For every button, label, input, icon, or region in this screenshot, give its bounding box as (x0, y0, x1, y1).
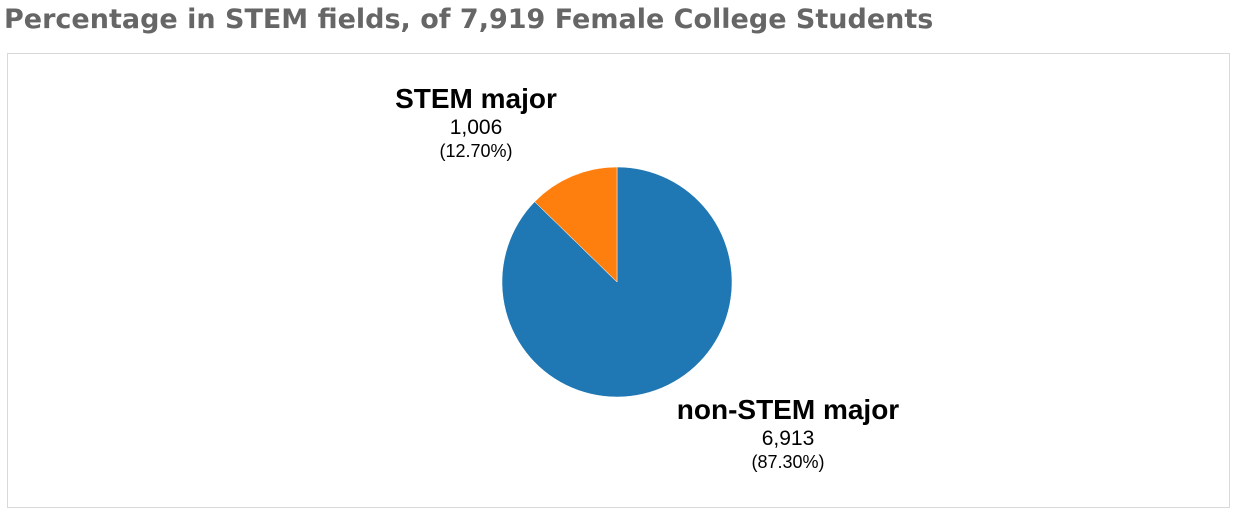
non-stem-major-count: 6,913 (761, 427, 815, 450)
pie-slice-non-stem-major (501, 166, 733, 398)
stem-major-name: STEM major (395, 83, 557, 114)
pie-slices (501, 166, 733, 398)
stem-major-label: STEM major 1,006 (12.70%) (376, 83, 576, 162)
pie-slice-stem-major (534, 166, 618, 283)
stem-major-percent: (12.70%) (439, 141, 513, 161)
non-stem-major-name: non-STEM major (676, 394, 900, 425)
non-stem-major-percent: (87.30%) (751, 452, 825, 472)
chart-panel: STEM major 1,006 (12.70%) non-STEM major… (7, 53, 1230, 508)
pie-chart (501, 166, 733, 398)
chart-title: Percentage in STEM fields, of 7,919 Fema… (4, 4, 934, 35)
stem-major-count: 1,006 (449, 116, 503, 139)
non-stem-major-label: non-STEM major 6,913 (87.30%) (648, 394, 928, 473)
